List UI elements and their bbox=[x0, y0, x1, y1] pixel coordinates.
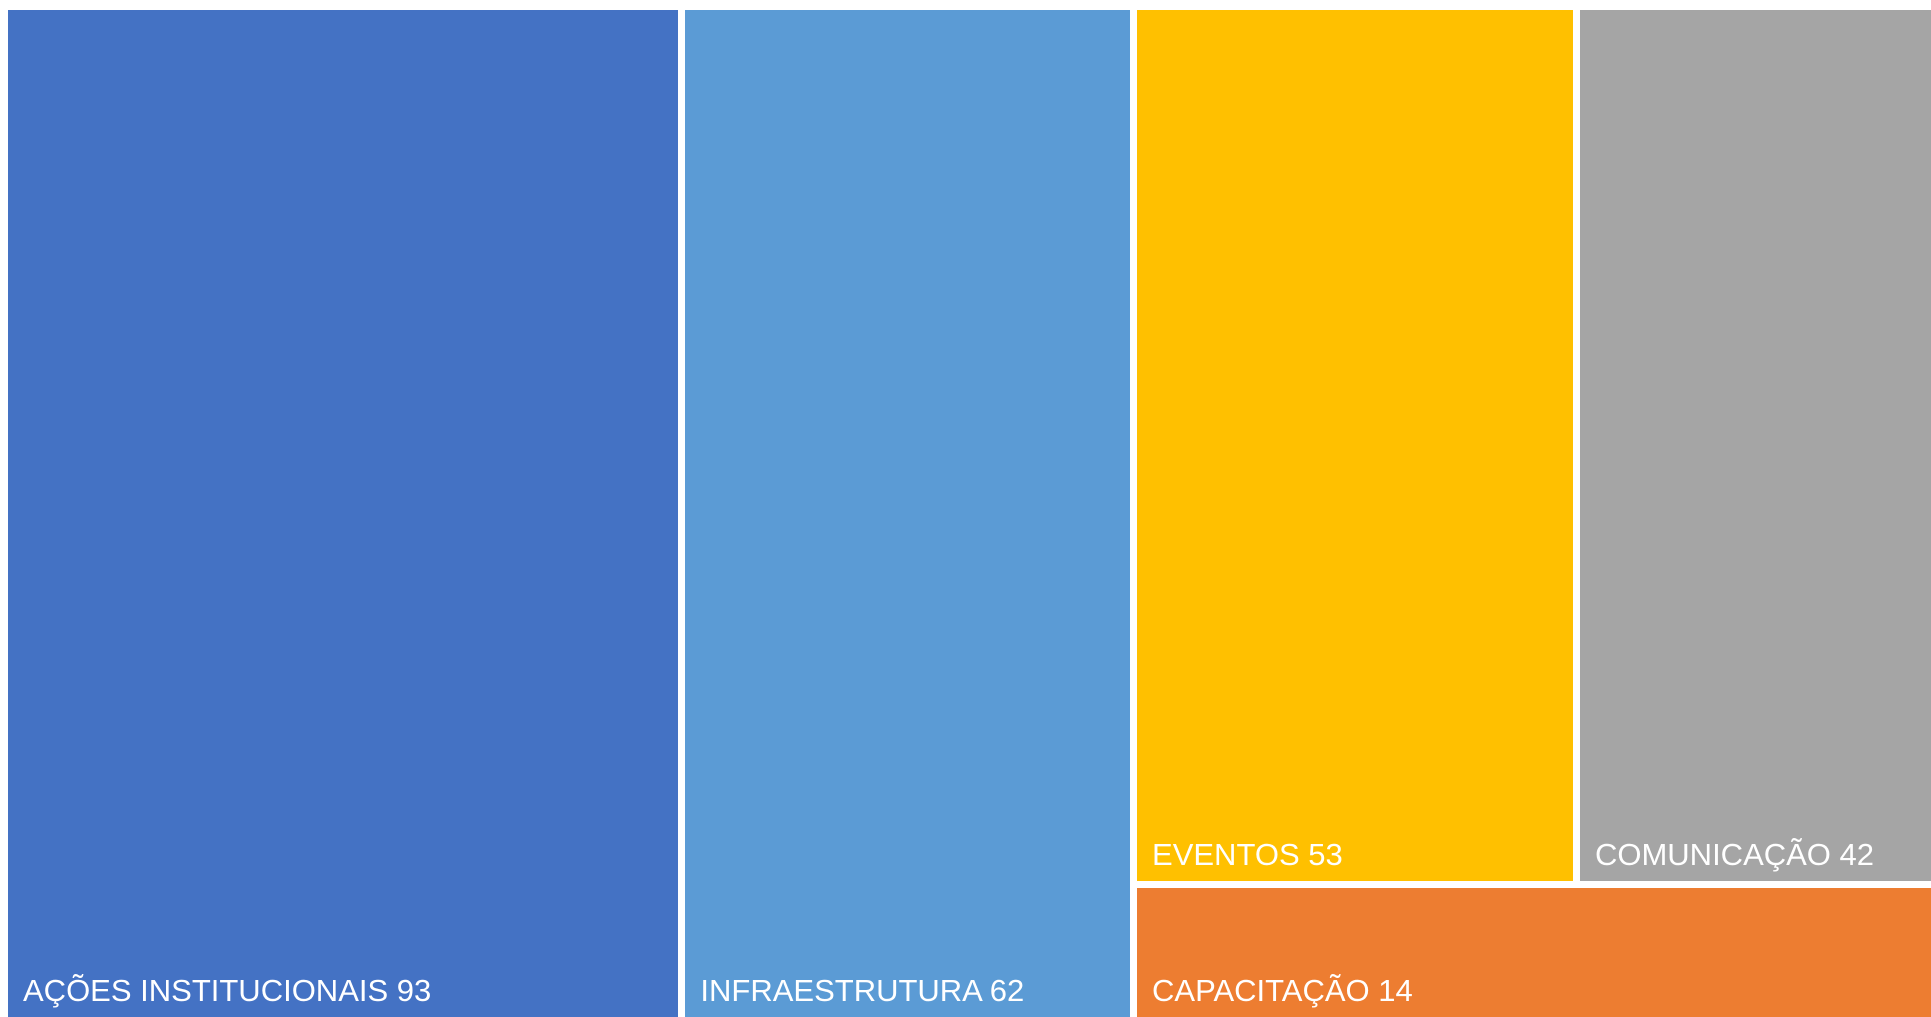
tile-label: COMUNICAÇÃO bbox=[1594, 837, 1831, 873]
treemap-tile-capacitacao[interactable]: CAPACITAÇÃO 14 bbox=[1137, 887, 1931, 1017]
tile-value: 93 bbox=[396, 973, 432, 1009]
tile-caption: INFRAESTRUTURA 62 bbox=[700, 973, 1024, 1009]
tile-caption: COMUNICAÇÃO 42 bbox=[1595, 837, 1874, 873]
treemap-tile-acoes-institucionais[interactable]: AÇÕES INSTITUCIONAIS 93 bbox=[8, 10, 679, 1017]
tile-value: 62 bbox=[989, 973, 1025, 1009]
tile-caption: EVENTOS 53 bbox=[1152, 837, 1343, 873]
treemap-tile-comunicacao[interactable]: COMUNICAÇÃO 42 bbox=[1579, 10, 1931, 881]
tile-label: INFRAESTRUTURA bbox=[700, 973, 982, 1009]
tile-value: 53 bbox=[1308, 837, 1343, 873]
tile-value: 42 bbox=[1839, 837, 1875, 873]
treemap-tile-infraestrutura[interactable]: INFRAESTRUTURA 62 bbox=[685, 10, 1131, 1017]
tile-label: AÇÕES INSTITUCIONAIS bbox=[23, 973, 389, 1009]
tile-caption: CAPACITAÇÃO 14 bbox=[1152, 973, 1413, 1009]
tile-label: CAPACITAÇÃO bbox=[1152, 973, 1370, 1009]
treemap-tile-eventos[interactable]: EVENTOS 53 bbox=[1137, 10, 1573, 881]
tile-caption: AÇÕES INSTITUCIONAIS 93 bbox=[23, 973, 431, 1009]
tile-label: EVENTOS bbox=[1152, 837, 1300, 873]
tile-value: 14 bbox=[1378, 973, 1413, 1009]
